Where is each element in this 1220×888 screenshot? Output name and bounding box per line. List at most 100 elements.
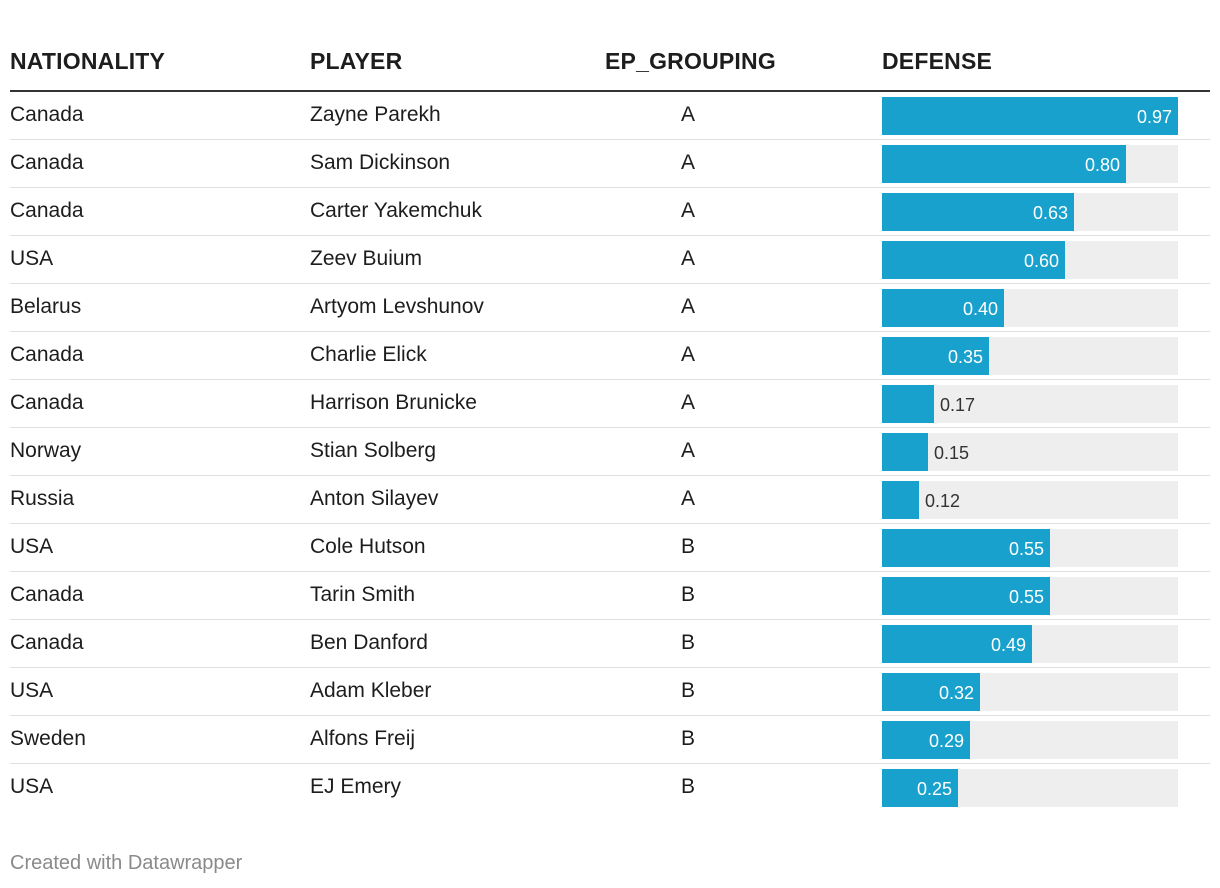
defense-bar-track: 0.97	[882, 97, 1178, 135]
cell-nationality: USA	[10, 535, 54, 558]
defense-value-label: 0.49	[990, 635, 1026, 655]
defense-bar-track: 0.25	[882, 769, 1178, 807]
cell-player: EJ Emery	[310, 775, 402, 798]
defense-value-label: 0.32	[938, 683, 974, 703]
defense-bar	[882, 673, 980, 711]
table-row: Canada Sam Dickinson A 0.80	[10, 140, 1210, 188]
defense-bar-track: 0.55	[882, 529, 1178, 567]
defense-bar-track: 0.15	[882, 433, 1178, 471]
defense-value-label: 0.63	[1032, 203, 1068, 223]
cell-ep-grouping: B	[680, 583, 695, 606]
defense-bar-track: 0.55	[882, 577, 1178, 615]
defense-bar-track: 0.80	[882, 145, 1178, 183]
defense-value-label: 0.17	[940, 395, 976, 415]
cell-player: Zeev Buium	[310, 247, 423, 270]
defense-bar	[882, 289, 1004, 327]
cell-player: Sam Dickinson	[310, 151, 451, 174]
cell-ep-grouping: B	[680, 775, 695, 798]
defense-bar-track: 0.49	[882, 625, 1178, 663]
table-body: Canada Zayne Parekh A 0.97 Canada Sam Dickins…	[10, 92, 1210, 812]
cell-player: Anton Silayev	[310, 487, 439, 510]
cell-nationality: Canada	[10, 391, 84, 414]
table-row: USA EJ Emery B 0.25	[10, 764, 1210, 812]
header-player[interactable]: PLAYER	[310, 48, 403, 74]
defense-bar	[882, 721, 970, 759]
cell-player: Ben Danford	[310, 631, 428, 654]
defense-value-label: 0.25	[916, 779, 952, 799]
table-row: Canada Charlie Elick A 0.35	[10, 332, 1210, 380]
cell-ep-grouping: A	[680, 103, 695, 126]
defense-bar	[882, 529, 1050, 567]
cell-ep-grouping: A	[680, 247, 695, 270]
defense-bar-track: 0.32	[882, 673, 1178, 711]
defense-bar	[882, 433, 928, 471]
defense-bar	[882, 577, 1050, 615]
cell-nationality: Sweden	[10, 727, 86, 750]
defense-bar	[882, 385, 934, 423]
defense-value-label: 0.29	[928, 731, 964, 751]
cell-nationality: Canada	[10, 343, 84, 366]
table-row: Belarus Artyom Levshunov A 0.40	[10, 284, 1210, 332]
cell-player: Charlie Elick	[310, 343, 427, 366]
defense-bar	[882, 241, 1065, 279]
header-nationality[interactable]: NATIONALITY	[10, 48, 166, 74]
defense-bar	[882, 145, 1126, 183]
cell-player: Tarin Smith	[310, 583, 416, 606]
cell-nationality: USA	[10, 247, 54, 270]
cell-player: Adam Kleber	[310, 679, 432, 702]
table-row: Canada Harrison Brunicke A 0.17	[10, 380, 1210, 428]
footer-credit: Created with Datawrapper	[10, 852, 243, 874]
cell-ep-grouping: A	[680, 151, 695, 174]
cell-nationality: Canada	[10, 103, 84, 126]
cell-ep-grouping: A	[680, 439, 695, 462]
defense-bar-track: 0.12	[882, 481, 1178, 519]
table-header: NATIONALITY PLAYER EP_GROUPING DEFENSE	[10, 40, 1210, 92]
cell-nationality: Belarus	[10, 295, 82, 318]
cell-nationality: Canada	[10, 199, 84, 222]
data-table: NATIONALITY PLAYER EP_GROUPING DEFENSE C…	[10, 40, 1210, 812]
defense-value-label: 0.97	[1136, 107, 1172, 127]
cell-player: Harrison Brunicke	[310, 391, 477, 414]
cell-ep-grouping: A	[680, 343, 695, 366]
defense-value-label: 0.35	[947, 347, 983, 367]
table-row: Russia Anton Silayev A 0.12	[10, 476, 1210, 524]
table-row: Canada Zayne Parekh A 0.97	[10, 92, 1210, 140]
table-row: Canada Tarin Smith B 0.55	[10, 572, 1210, 620]
defense-value-label: 0.55	[1008, 539, 1044, 559]
defense-bar-track: 0.63	[882, 193, 1178, 231]
table-row: USA Zeev Buium A 0.60	[10, 236, 1210, 284]
table-row: Canada Carter Yakemchuk A 0.63	[10, 188, 1210, 236]
cell-nationality: USA	[10, 679, 54, 702]
cell-ep-grouping: A	[680, 199, 695, 222]
cell-nationality: Canada	[10, 583, 84, 606]
cell-player: Carter Yakemchuk	[310, 199, 482, 222]
defense-bar	[882, 97, 1178, 135]
table-row: USA Cole Hutson B 0.55	[10, 524, 1210, 572]
cell-nationality: USA	[10, 775, 54, 798]
cell-player: Zayne Parekh	[310, 103, 441, 126]
table-row: USA Adam Kleber B 0.32	[10, 668, 1210, 716]
cell-nationality: Norway	[10, 439, 82, 462]
cell-nationality: Canada	[10, 631, 84, 654]
cell-player: Artyom Levshunov	[310, 295, 484, 318]
cell-ep-grouping: B	[680, 535, 695, 558]
cell-ep-grouping: B	[680, 679, 695, 702]
header-ep-grouping[interactable]: EP_GROUPING	[605, 48, 776, 74]
cell-ep-grouping: B	[680, 631, 695, 654]
defense-bar-track: 0.17	[882, 385, 1178, 423]
defense-value-label: 0.15	[934, 443, 970, 463]
defense-value-label: 0.12	[925, 491, 961, 511]
defense-bar	[882, 625, 1032, 663]
header-defense[interactable]: DEFENSE	[882, 48, 993, 74]
defense-bar	[882, 481, 919, 519]
defense-bar	[882, 193, 1074, 231]
cell-ep-grouping: A	[680, 391, 695, 414]
defense-bar-track: 0.29	[882, 721, 1178, 759]
defense-bar-track: 0.35	[882, 337, 1178, 375]
defense-value-label: 0.60	[1023, 251, 1059, 271]
defense-bar-track: 0.60	[882, 241, 1178, 279]
cell-player: Alfons Freij	[310, 727, 416, 750]
defense-value-label: 0.40	[962, 299, 998, 319]
table-row: Sweden Alfons Freij B 0.29	[10, 716, 1210, 764]
defense-value-label: 0.55	[1008, 587, 1044, 607]
